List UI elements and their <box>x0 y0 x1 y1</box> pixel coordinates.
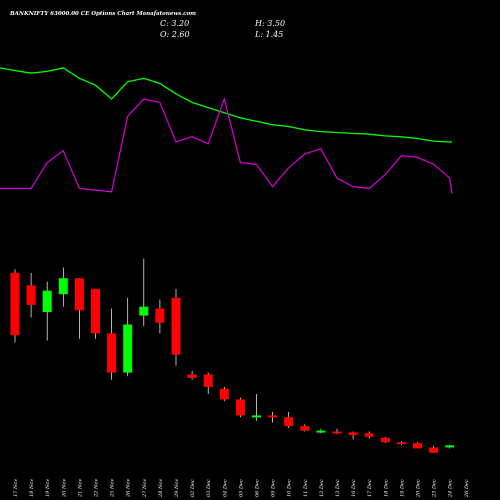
x-tick-label: 18 Dec <box>383 479 389 497</box>
x-tick-label: 22 Nov <box>94 479 100 498</box>
candle-16 <box>268 411 278 423</box>
candle-body <box>332 431 342 434</box>
candle-body <box>219 388 229 400</box>
candle-12 <box>203 372 213 395</box>
x-tick-label: 16 Dec <box>351 479 357 497</box>
candle-body <box>139 306 149 316</box>
candle-body <box>316 430 326 433</box>
candle-13 <box>219 386 229 402</box>
green-line-series <box>0 67 452 143</box>
candle-24 <box>396 441 406 445</box>
x-tick-label: 19 Nov <box>45 479 51 497</box>
high-value: H: 3.50 <box>254 19 285 28</box>
candle-3 <box>58 267 68 307</box>
x-tick-label: 09 Dec <box>271 479 277 497</box>
candle-body <box>396 442 406 445</box>
candle-27 <box>445 444 455 449</box>
candle-25 <box>413 442 422 449</box>
x-tick-label: 25 Nov <box>110 479 116 498</box>
candle-18 <box>300 424 310 432</box>
candle-body <box>26 285 36 305</box>
low-value: L: 1.45 <box>254 30 283 39</box>
candle-15 <box>252 394 261 421</box>
candle-body <box>429 447 439 453</box>
candle-body <box>203 374 213 387</box>
x-tick-label: 28 Nov <box>158 479 164 498</box>
candle-body <box>91 288 100 334</box>
x-tick-label: 05 Dec <box>238 479 244 497</box>
x-tick-label: 04 Dec <box>222 479 228 497</box>
close-value: C: 3.20 <box>160 19 189 28</box>
candle-14 <box>235 397 245 418</box>
x-tick-label: 03 Dec <box>206 479 212 497</box>
x-tick-label: 10 Dec <box>287 479 293 497</box>
x-tick-label: 06 Dec <box>255 479 261 497</box>
candle-body <box>268 415 278 418</box>
x-tick-label: 17 Nov <box>13 479 19 497</box>
candle-9 <box>155 299 165 334</box>
candles <box>10 258 455 453</box>
candle-26 <box>429 445 439 453</box>
candle-body <box>413 443 422 449</box>
x-tick-label: 27 Nov <box>142 479 148 498</box>
candle-body <box>42 290 52 313</box>
x-tick-label: 24 Dec <box>448 479 454 498</box>
candle-body <box>187 374 197 378</box>
candle-body <box>107 333 117 373</box>
candle-body <box>380 437 390 443</box>
x-tick-label: 02 Dec <box>190 479 196 497</box>
candle-23 <box>380 436 390 444</box>
x-tick-label: 26 Dec <box>464 479 470 498</box>
x-tick-label: 19 Dec <box>399 479 405 497</box>
x-tick-label: 13 Dec <box>335 479 341 497</box>
candle-body <box>252 415 261 418</box>
x-tick-label: 23 Dec <box>432 479 438 498</box>
candle-body <box>171 297 181 355</box>
chart-title: BANKNIFTY 63000.00 CE Options Chart Mana… <box>9 11 196 17</box>
candle-body <box>300 426 310 431</box>
x-tick-label: 12 Dec <box>319 479 325 497</box>
candle-20 <box>332 428 342 435</box>
x-tick-label: 18 Nov <box>29 479 35 497</box>
candle-body <box>445 445 455 448</box>
candle-11 <box>187 370 197 380</box>
open-value: O: 2.60 <box>160 30 190 39</box>
candle-8 <box>139 258 149 327</box>
candle-5 <box>91 288 100 339</box>
candle-4 <box>74 278 84 339</box>
x-tick-label: 11 Dec <box>303 479 309 497</box>
candle-body <box>235 399 245 416</box>
candle-body <box>58 278 68 295</box>
x-tick-label: 17 Dec <box>367 479 373 497</box>
candle-19 <box>316 428 326 434</box>
candle-body <box>10 272 20 336</box>
x-axis-labels: 17 Nov 18 Nov 19 Nov 20 Nov 21 Nov 22 Nov 25 N… <box>13 479 470 498</box>
candle-6 <box>107 308 117 380</box>
candle-body <box>364 433 374 437</box>
candle-body <box>155 308 165 323</box>
candle-body <box>123 324 133 373</box>
x-tick-label: 26 Nov <box>126 479 132 498</box>
x-tick-label: 20 Dec <box>416 479 422 498</box>
candle-1 <box>26 272 36 318</box>
x-tick-label: 20 Nov <box>61 479 67 498</box>
candle-17 <box>284 411 294 428</box>
candle-21 <box>348 431 358 440</box>
x-tick-label: 21 Nov <box>77 479 83 498</box>
candle-7 <box>123 297 133 377</box>
candle-body <box>284 417 294 427</box>
x-tick-label: 29 Nov <box>174 479 180 498</box>
indicator-lines <box>0 67 453 194</box>
candle-22 <box>364 431 374 439</box>
magenta-line-series <box>0 96 453 194</box>
candle-2 <box>42 281 52 341</box>
candle-body <box>74 278 84 311</box>
candle-0 <box>10 269 20 343</box>
candle-body <box>348 432 358 436</box>
candle-10 <box>171 288 181 366</box>
